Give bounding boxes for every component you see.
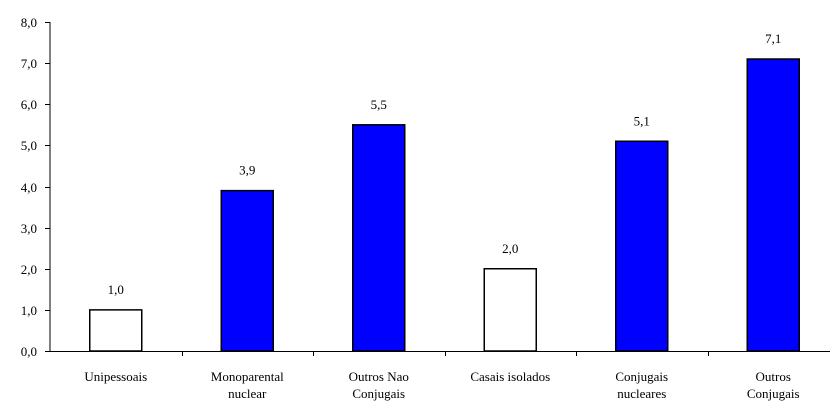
y-tick-label: 5,0 [21,138,37,153]
x-category-label-line: Monoparental [211,369,284,384]
x-category-label: Outros Conjugais [747,369,800,401]
bar-value-label: 5,1 [634,113,650,128]
x-category-label: Outros Nao Conjugais [349,369,409,401]
x-category-label-line: Conjugais [352,386,405,401]
x-category-label-line: Unipessoais [84,369,147,384]
y-tick-label: 7,0 [21,56,37,71]
x-category-label: Casais isolados [470,369,550,384]
bar [746,58,800,352]
x-category-label-line: Outros Nao [349,369,409,384]
y-tick-label: 4,0 [21,180,37,195]
y-tick-label: 6,0 [21,97,37,112]
x-category-label-line: Outros [756,369,791,384]
bar-value-label: 3,9 [239,163,255,178]
category-labels: Unipessoais Monoparental nuclear Outros Nao… [84,369,799,401]
x-category-label-line: nuclear [228,386,267,401]
y-tick-label: 3,0 [21,221,37,236]
bar-value-label: 5,5 [371,97,387,112]
bar [615,140,669,352]
x-category-label: Conjugais nucleares [615,369,668,401]
x-category-label-line: Conjugais [615,369,668,384]
bar-value-label: 2,0 [502,241,518,256]
x-category-label-line: Casais isolados [470,369,550,384]
bar-value-label: 1,0 [108,282,124,297]
x-category-label-line: nucleares [617,386,666,401]
x-category-label-line: Conjugais [747,386,800,401]
x-category-label: Monoparental nuclear [211,369,284,401]
y-tick-label: 8,0 [21,15,37,30]
bar [220,189,274,352]
bar [89,309,143,352]
x-category-label: Unipessoais [84,369,147,384]
bar [483,268,537,352]
y-axis: 0,0 1,0 2,0 3,0 4,0 5,0 6,0 7,0 8,0 [21,15,51,359]
bar-value-label: 7,1 [765,31,781,46]
y-tick-label: 1,0 [21,303,37,318]
y-tick-label: 2,0 [21,262,37,277]
y-tick-label: 0,0 [21,344,37,359]
bar [352,124,406,352]
value-labels: 1,0 3,9 5,5 2,0 5,1 7,1 [108,31,782,297]
bars [89,58,800,352]
x-axis [45,351,830,356]
